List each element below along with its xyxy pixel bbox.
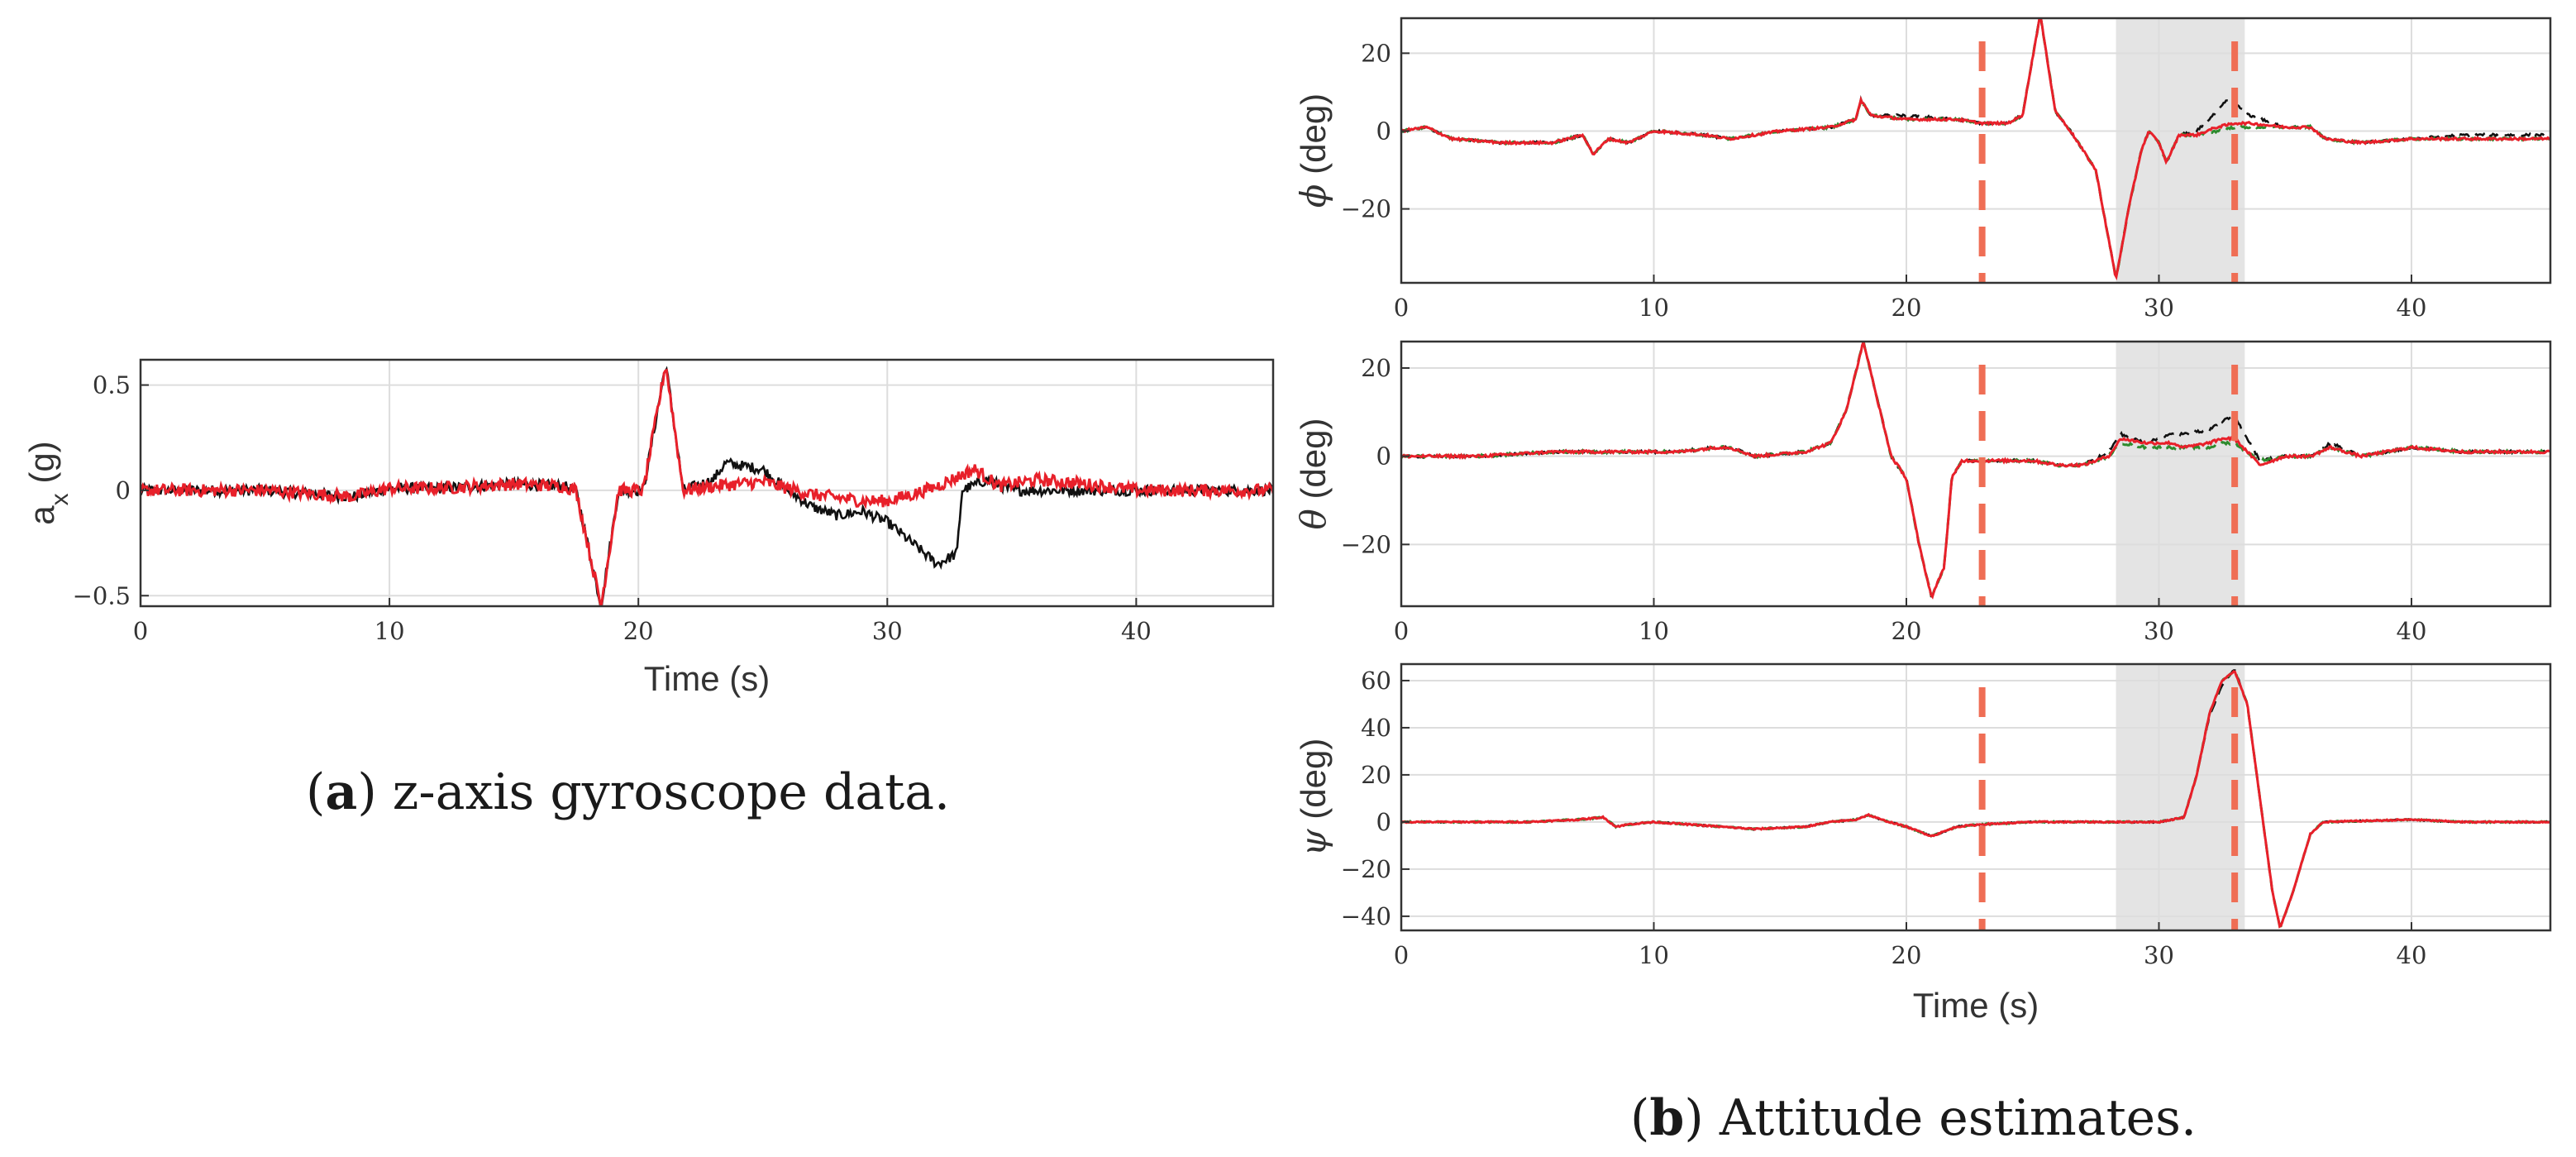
x-tick-label: 40 [2397,294,2427,322]
plot-area [1401,18,2550,283]
shaded-region [2116,18,2245,283]
series-red [1401,342,2550,600]
y-axis-unit: (deg) [1294,93,1333,184]
y-axis-label: ϕ (deg) [1293,93,1333,208]
y-tick-label: −20 [1341,195,1391,223]
plot-area [1401,664,2550,930]
y-tick-label: 0.5 [93,371,131,399]
y-axis-unit: (deg) [1294,418,1333,509]
y-axis-symbol: a [22,505,61,525]
axes-frame [1400,17,2552,284]
x-tick-label: 40 [1121,617,1152,645]
caption-a-text: z-axis gyroscope data. [377,763,950,821]
y-tick-label: 20 [1361,39,1391,67]
y-axis-label: ψ (deg) [1293,739,1333,857]
y-tick-label: −20 [1341,855,1391,883]
y-tick-label: −0.5 [73,581,131,610]
y-tick-label: 20 [1361,761,1391,789]
x-tick-label: 10 [374,617,405,645]
x-tick-label: 0 [1394,617,1409,645]
y-tick-label: 0 [1376,808,1391,836]
caption-b-letter: b [1649,1089,1684,1147]
axes-frame [1400,340,2552,608]
caption-a: (a) z-axis gyroscope data. [306,763,950,821]
x-tick-label: 20 [1891,294,1922,322]
x-tick-label: 30 [2144,941,2174,969]
caption-a-letter: a [325,763,357,821]
chart-theta-pitch: 0 10 20 30 40 −20 0 20 θ (deg) [1293,340,2552,645]
y-axis-unit: (g) [22,441,61,493]
chart-phi-roll: 0 10 20 30 40 −20 0 20 ϕ (deg) [1293,17,2552,322]
y-tick-label: 60 [1361,667,1391,695]
series-red [141,368,1273,606]
y-tick-label: 0 [116,476,131,504]
y-axis-label: ax (g) [22,441,74,524]
axes-frame [1400,662,2552,932]
x-tick-label: 20 [1891,617,1922,645]
x-tick-label: 0 [1394,941,1409,969]
y-tick-label: 20 [1361,354,1391,382]
shaded-region [2116,342,2245,606]
chart-a-gyroscope: 0 10 20 30 40−0.500.5ax (g)Time (s) [22,358,1275,698]
x-tick-label: 0 [133,617,148,645]
y-axis-symbol: θ [1293,509,1333,529]
x-tick-label: 30 [2144,294,2174,322]
caption-b-text: Attitude estimates. [1704,1089,2197,1147]
y-axis-symbol: ψ [1293,828,1333,856]
series-red [1401,670,2550,929]
y-axis-subscript: x [46,493,74,505]
y-tick-label: 0 [1376,117,1391,145]
y-axis-unit: (deg) [1294,739,1333,830]
axes-frame [139,358,1275,608]
plot-area [1401,342,2550,606]
x-tick-label: 30 [872,617,903,645]
x-tick-label: 20 [1891,941,1922,969]
y-tick-label: 40 [1361,714,1391,742]
shaded-region [2116,664,2245,930]
x-tick-label: 30 [2144,617,2174,645]
x-tick-label: 10 [1639,617,1669,645]
caption-b: (b) Attitude estimates. [1630,1089,2197,1147]
y-tick-label: 0 [1376,442,1391,471]
x-tick-label: 40 [2397,941,2427,969]
y-tick-label: −20 [1341,530,1391,558]
y-axis-label: θ (deg) [1293,418,1333,529]
chart-psi-yaw: 0 10 20 30 40 −40 −20 0 20 40 60 ψ (deg) Time (s) [1293,662,2552,1025]
y-tick-label: −40 [1341,902,1391,930]
x-tick-label: 10 [1639,294,1669,322]
x-tick-label: 10 [1639,941,1669,969]
x-tick-label: 40 [2397,617,2427,645]
x-tick-label: 20 [623,617,654,645]
x-axis-label: Time (s) [1913,986,2039,1025]
y-axis-symbol: ϕ [1293,184,1333,208]
series-red [1401,18,2550,281]
x-tick-label: 0 [1394,294,1409,322]
x-axis-label: Time (s) [644,659,770,698]
